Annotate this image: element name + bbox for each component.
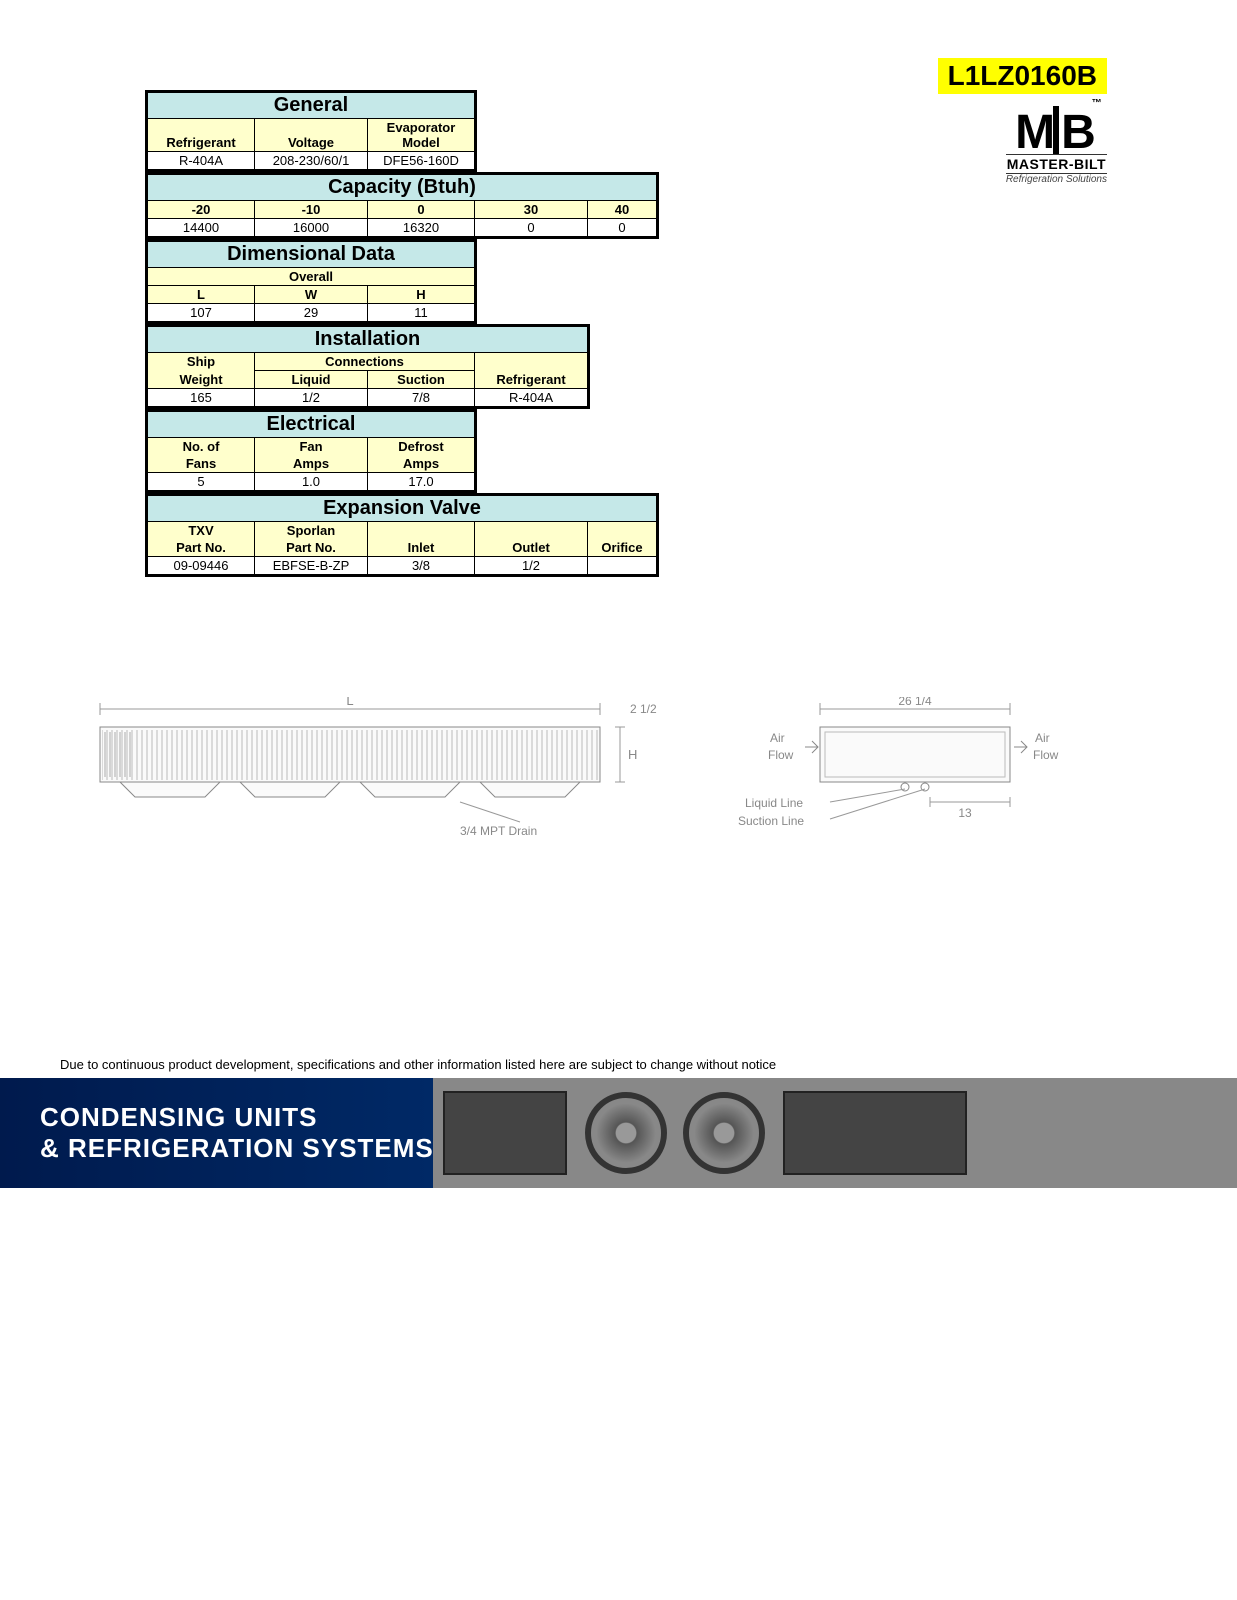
elec-r1-1: Fan <box>255 438 368 456</box>
exp-r2-1: Part No. <box>255 539 368 557</box>
banner-text: CONDENSING UNITS & REFRIGERATION SYSTEMS <box>40 1102 434 1164</box>
general-v0: R-404A <box>147 152 255 171</box>
exp-r2-0: Part No. <box>147 539 255 557</box>
inst-r1-1: Connections <box>255 353 475 371</box>
general-v2: DFE56-160D <box>368 152 476 171</box>
elec-r2-0: Fans <box>147 455 255 473</box>
cap-v0: 14400 <box>147 219 255 238</box>
disclaimer-text: Due to continuous product development, s… <box>60 1057 1177 1072</box>
exp-r1-2 <box>368 522 475 540</box>
elec-v2: 17.0 <box>368 473 476 492</box>
general-v1: 208-230/60/1 <box>255 152 368 171</box>
inst-r2-1: Liquid <box>255 371 368 389</box>
elec-r1-2: Defrost <box>368 438 476 456</box>
inst-r1-2 <box>475 353 589 371</box>
general-h0: Refrigerant <box>147 119 255 152</box>
dim-title: Dimensional Data <box>147 241 476 268</box>
exp-r2-3: Outlet <box>475 539 588 557</box>
installation-table: Installation Ship Connections Weight Liq… <box>145 324 590 409</box>
svg-text:Suction Line: Suction Line <box>738 814 804 828</box>
diagram-top-view: 26 1/4 Air Flow Air Flow Liquid Line Suc… <box>710 697 1090 877</box>
inst-v3: R-404A <box>475 389 589 408</box>
capacity-title: Capacity (Btuh) <box>147 174 658 201</box>
dim-v0: 107 <box>147 304 255 323</box>
svg-text:Air: Air <box>1035 731 1050 745</box>
svg-text:3/4 MPT Drain: 3/4 MPT Drain <box>460 824 537 838</box>
elec-r2-2: Amps <box>368 455 476 473</box>
dimensional-table: Dimensional Data Overall L W H 107 29 11 <box>145 239 477 324</box>
cap-v1: 16000 <box>255 219 368 238</box>
diagram-area: L 3/4 MPT Drain 2 1/2 H 26 1/4 <box>60 697 1177 877</box>
cap-h3: 30 <box>475 201 588 219</box>
dim-h0: L <box>147 286 255 304</box>
inst-r2-2: Suction <box>368 371 475 389</box>
cap-h2: 0 <box>368 201 475 219</box>
svg-text:2 1/2: 2 1/2 <box>630 702 657 716</box>
exp-title: Expansion Valve <box>147 495 658 522</box>
brand-tagline: Refrigeration Solutions <box>1006 174 1107 185</box>
general-h1: Voltage <box>255 119 368 152</box>
exp-r2-2: Inlet <box>368 539 475 557</box>
general-h2: EvaporatorModel <box>368 119 476 152</box>
elec-r2-1: Amps <box>255 455 368 473</box>
inst-r2-0: Weight <box>147 371 255 389</box>
dim-sub: Overall <box>147 268 476 286</box>
exp-r1-3 <box>475 522 588 540</box>
svg-text:Liquid Line: Liquid Line <box>745 796 803 810</box>
inst-v0: 165 <box>147 389 255 408</box>
inst-r1-0: Ship <box>147 353 255 371</box>
svg-text:Flow: Flow <box>768 748 794 762</box>
inst-v1: 1/2 <box>255 389 368 408</box>
svg-text:26 1/4: 26 1/4 <box>898 697 932 708</box>
dim-v2: 11 <box>368 304 476 323</box>
svg-text:L: L <box>346 697 353 708</box>
exp-r1-4 <box>588 522 658 540</box>
elec-v0: 5 <box>147 473 255 492</box>
elec-v1: 1.0 <box>255 473 368 492</box>
svg-text:Air: Air <box>770 731 785 745</box>
cap-v3: 0 <box>475 219 588 238</box>
cap-h1: -10 <box>255 201 368 219</box>
electrical-table: Electrical No. of Fan Defrost Fans Amps … <box>145 409 477 493</box>
dim-h1: W <box>255 286 368 304</box>
svg-text:H: H <box>628 747 637 762</box>
inst-title: Installation <box>147 326 589 353</box>
cap-v4: 0 <box>588 219 658 238</box>
dim-v1: 29 <box>255 304 368 323</box>
general-table: General Refrigerant Voltage EvaporatorMo… <box>145 90 477 172</box>
banner-photo <box>433 1078 1237 1188</box>
cap-h0: -20 <box>147 201 255 219</box>
cap-v2: 16320 <box>368 219 475 238</box>
exp-v3: 1/2 <box>475 557 588 576</box>
general-title: General <box>147 92 476 119</box>
dim-h2: H <box>368 286 476 304</box>
expansion-table: Expansion Valve TXV Sporlan Part No. Par… <box>145 493 659 577</box>
model-number: L1LZ0160B <box>938 58 1107 94</box>
elec-r1-0: No. of <box>147 438 255 456</box>
inst-r2-3: Refrigerant <box>475 371 589 389</box>
exp-v2: 3/8 <box>368 557 475 576</box>
elec-title: Electrical <box>147 411 476 438</box>
svg-text:Flow: Flow <box>1033 748 1059 762</box>
inst-v2: 7/8 <box>368 389 475 408</box>
cap-h4: 40 <box>588 201 658 219</box>
brand-logo: MB™ MASTER-BILT Refrigeration Solutions <box>1006 100 1107 185</box>
exp-v4 <box>588 557 658 576</box>
capacity-table: Capacity (Btuh) -20 -10 0 30 40 14400 16… <box>145 172 659 239</box>
exp-r1-0: TXV <box>147 522 255 540</box>
svg-text:13: 13 <box>958 806 972 820</box>
exp-r2-4: Orifice <box>588 539 658 557</box>
exp-v0: 09-09446 <box>147 557 255 576</box>
footer-banner: CONDENSING UNITS & REFRIGERATION SYSTEMS <box>0 1078 1237 1188</box>
diagram-side-view: L 3/4 MPT Drain 2 1/2 H <box>60 697 680 857</box>
exp-v1: EBFSE-B-ZP <box>255 557 368 576</box>
brand-name: MASTER-BILT <box>1006 154 1107 174</box>
exp-r1-1: Sporlan <box>255 522 368 540</box>
